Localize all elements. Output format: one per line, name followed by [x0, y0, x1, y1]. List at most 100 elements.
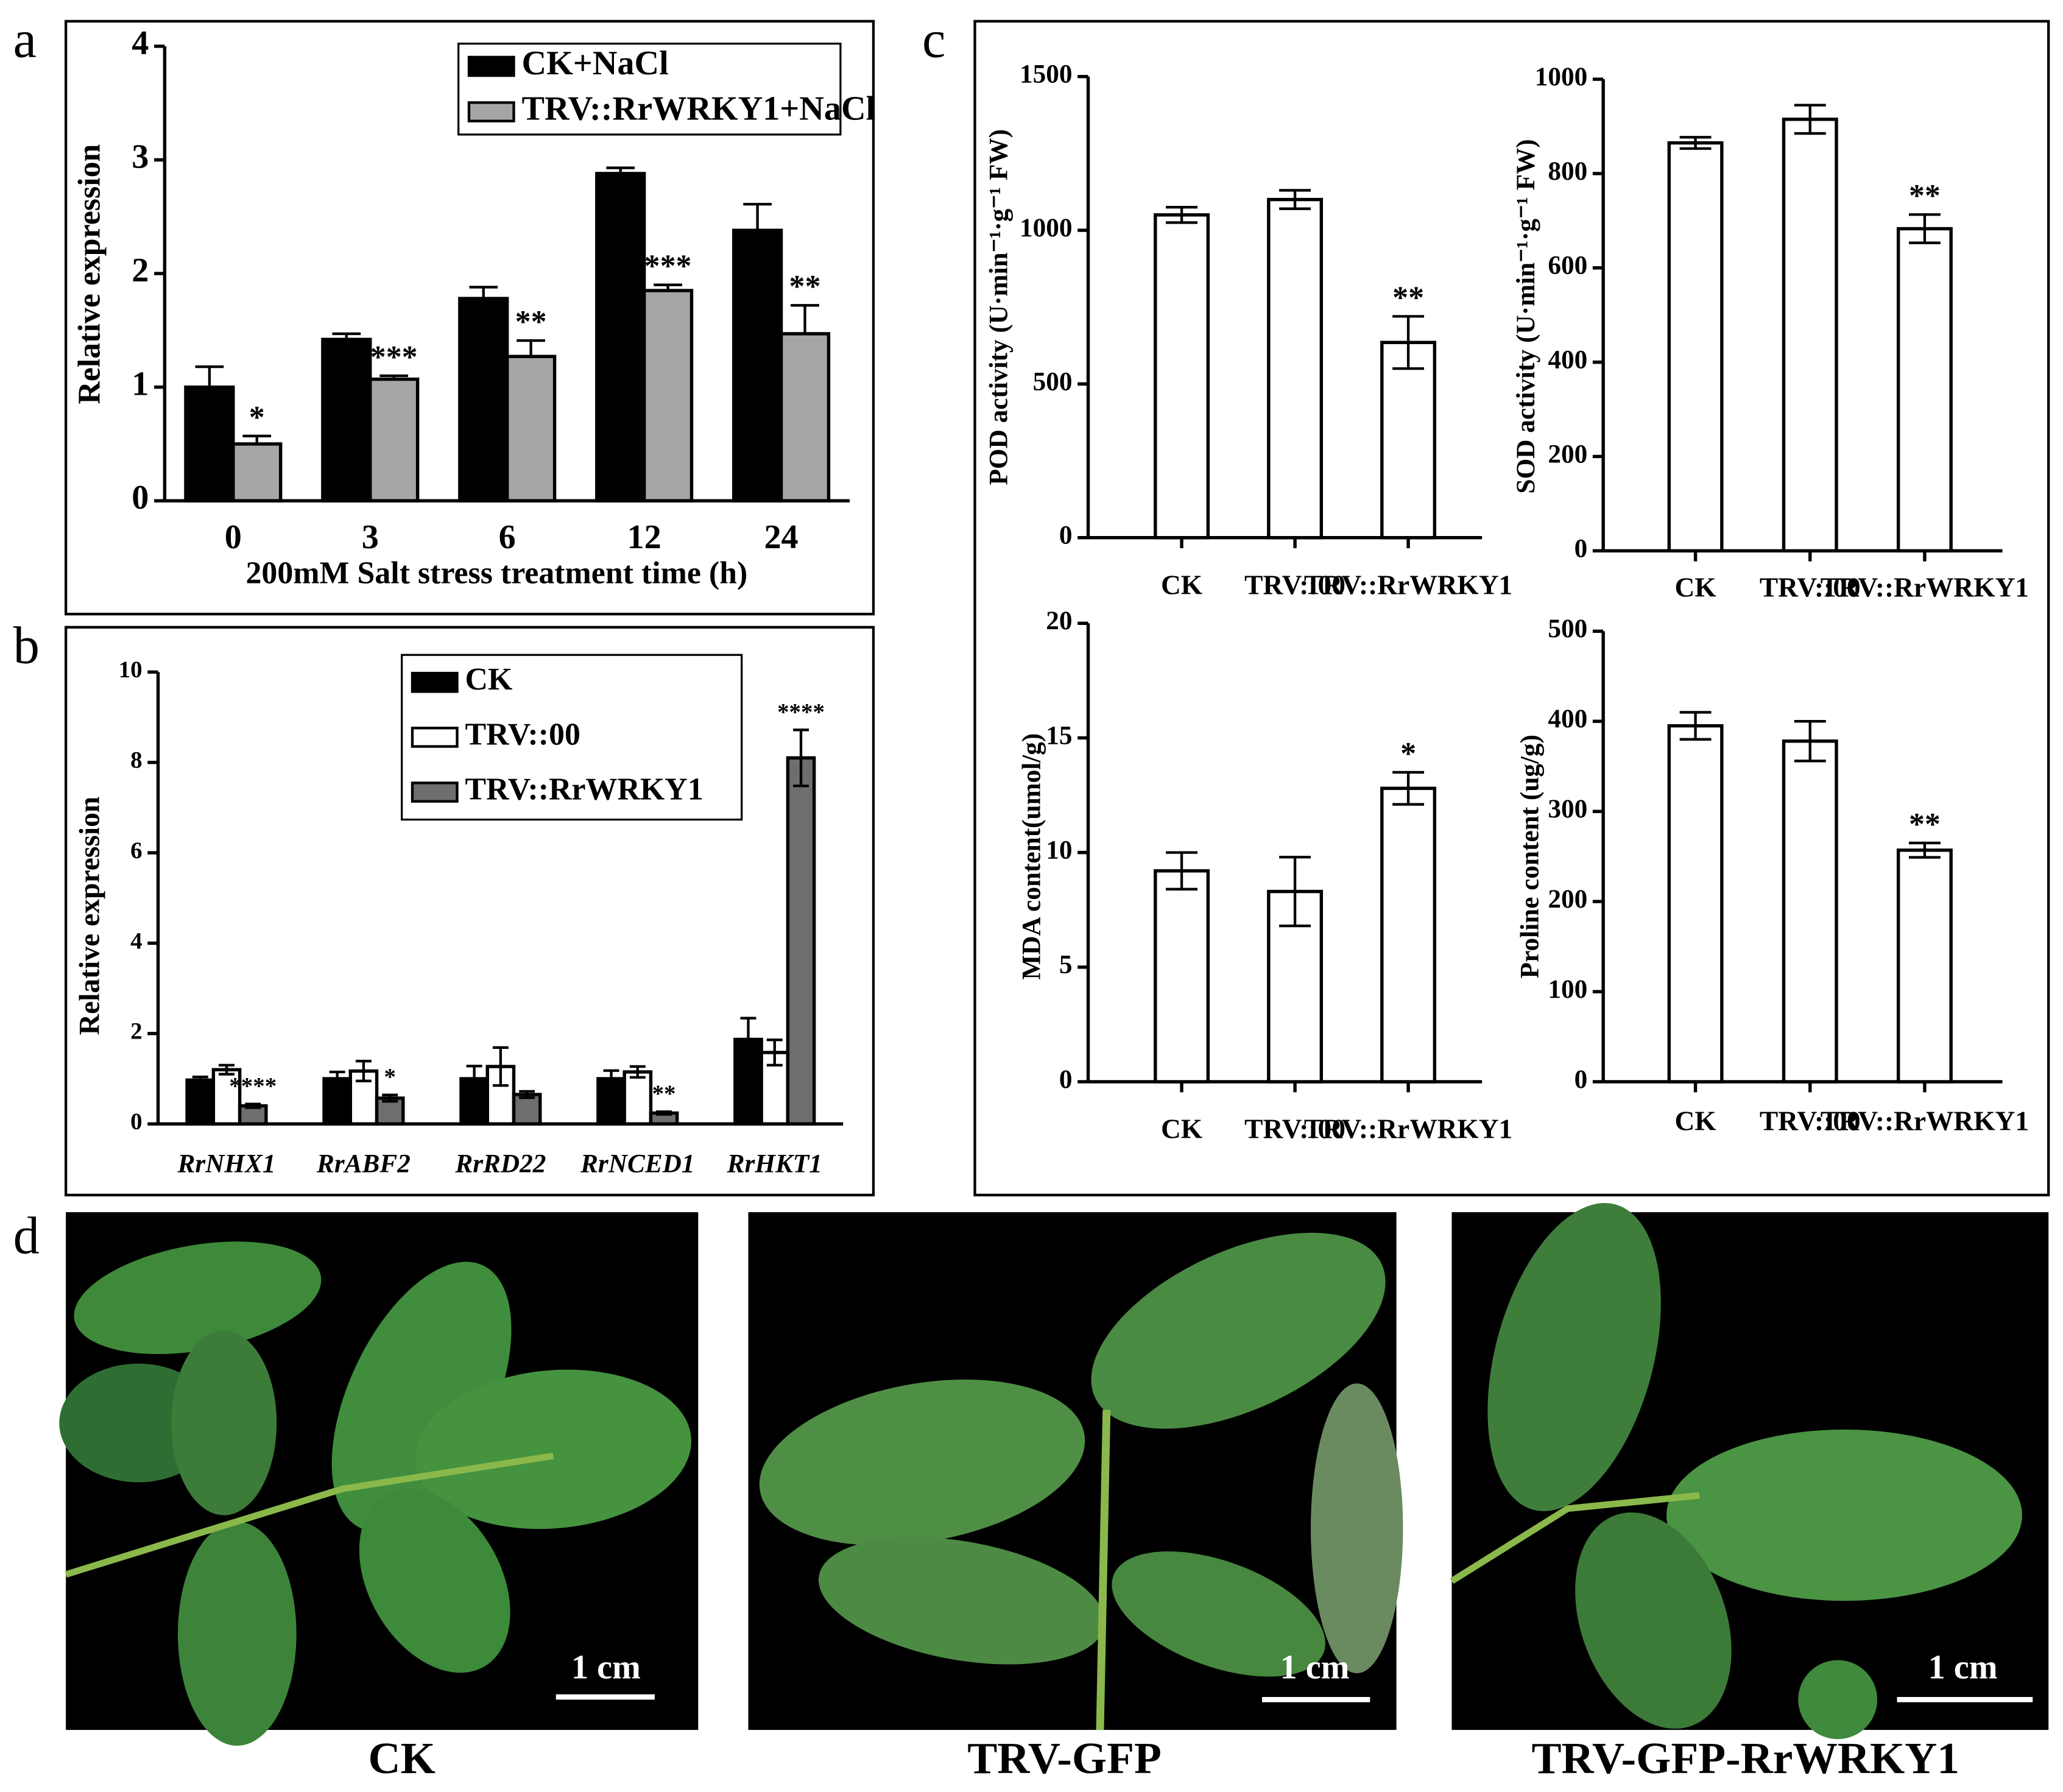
significance-label: **: [1909, 178, 1941, 213]
bar: [595, 172, 646, 503]
significance-label: *: [384, 1064, 395, 1090]
bar: [231, 442, 283, 503]
y-tick-label: 2: [132, 252, 149, 289]
x-tick-label: 6: [499, 518, 516, 556]
y-axis-label: Relative expression: [74, 797, 105, 1035]
bar: [1667, 141, 1724, 553]
y-tick-label: 400: [1548, 704, 1587, 733]
bar: [321, 337, 372, 503]
photo: [748, 1212, 1403, 1730]
bar: [1782, 739, 1838, 1084]
x-tick-label: TRV::00: [1760, 573, 1861, 603]
error-bar: [1908, 213, 1941, 244]
bar: [642, 289, 694, 503]
significance-label: *: [1400, 736, 1416, 771]
x-tick-label: CK: [1161, 570, 1202, 600]
error-bar: [656, 1110, 672, 1116]
error-bar: [1166, 851, 1198, 891]
y-tick-label: 0: [1059, 521, 1073, 550]
error-bar: [606, 166, 635, 174]
x-tick-label: TRV::00: [1244, 570, 1345, 600]
y-tick-label: 4: [130, 928, 142, 954]
significance-label: ***: [370, 340, 418, 375]
y-tick-label: 400: [1548, 345, 1587, 375]
y-tick-label: 6: [130, 838, 142, 864]
legend-swatch: [467, 55, 515, 77]
error-bar: [766, 1039, 783, 1067]
error-bar: [1166, 206, 1198, 224]
y-axis-label: POD activity (U·min⁻¹·g⁻¹ FW): [984, 129, 1014, 485]
y-axis-label: MDA content(umol/g): [1017, 733, 1046, 980]
x-tick-label: RrRD22: [454, 1149, 546, 1178]
x-tick-label: CK: [1675, 573, 1716, 603]
error-bar: [492, 1046, 509, 1087]
bar: [458, 297, 509, 503]
significance-label: **: [789, 269, 821, 304]
legend-label: TRV::RrWRKY1: [465, 772, 703, 806]
y-tick-label: 800: [1548, 157, 1587, 186]
y-tick-label: 300: [1548, 794, 1587, 824]
x-tick-label: RrNCED1: [580, 1149, 694, 1178]
y-axis-label: SOD activity (U·min⁻¹·g⁻¹ FW): [1511, 139, 1540, 493]
legend-box: [457, 43, 842, 136]
x-tick-label: TRV::RrWRKY1: [1821, 1106, 2029, 1137]
photo: [1450, 1203, 2049, 1740]
y-tick-label: 500: [1548, 614, 1587, 643]
panel-letter: a: [13, 10, 37, 69]
photo-caption: CK: [369, 1733, 436, 1783]
y-tick-label: 2: [130, 1018, 142, 1045]
x-tick-label: RrHKT1: [727, 1149, 822, 1178]
error-bar: [791, 304, 819, 334]
error-bar: [219, 1064, 235, 1076]
y-tick-label: 5: [1059, 950, 1073, 979]
panel-letter: c: [922, 10, 945, 69]
x-tick-label: TRV::RrWRKY1: [1304, 570, 1512, 600]
panel-frame: [64, 19, 875, 616]
x-tick-label: 12: [627, 518, 661, 556]
bar: [1896, 848, 1953, 1084]
significance-label: ***: [644, 249, 692, 284]
error-bar: [1794, 720, 1826, 763]
x-axis-label: 200mM Salt stress treatment time (h): [245, 556, 747, 590]
photo: [59, 1212, 699, 1746]
panel-letter: d: [13, 1207, 40, 1265]
legend-label: TRV::RrWRKY1+NaCl: [521, 90, 875, 127]
y-tick-label: 1: [132, 365, 149, 403]
bar: [505, 355, 557, 503]
bar: [1380, 786, 1437, 1084]
y-tick-label: 500: [1033, 367, 1073, 396]
bar: [184, 385, 235, 503]
bar: [512, 1093, 542, 1126]
error-bar: [379, 374, 409, 379]
significance-label: **: [515, 305, 547, 339]
y-axis-label: Relative expression: [72, 144, 107, 404]
significance-label: *: [249, 400, 265, 435]
x-tick-label: TRV::00: [1760, 1106, 1861, 1137]
error-bar: [1279, 189, 1311, 210]
error-bar: [355, 1059, 372, 1082]
legend-label: CK+NaCl: [521, 44, 668, 82]
error-bar: [469, 286, 498, 299]
bar: [369, 377, 420, 503]
error-bar: [517, 339, 545, 357]
bar: [1154, 213, 1210, 540]
error-bar: [793, 728, 809, 788]
bar: [185, 1078, 216, 1126]
bar: [622, 1070, 653, 1126]
bar: [786, 756, 816, 1126]
y-tick-label: 0: [132, 479, 149, 517]
error-bar: [1908, 841, 1941, 859]
panel-letter: b: [13, 616, 40, 675]
significance-label: **: [1909, 807, 1941, 842]
bar: [1380, 340, 1437, 540]
scale-bar-label: 1 cm: [571, 1649, 641, 1687]
bar: [1267, 197, 1324, 540]
legend-swatch: [411, 671, 459, 693]
photo-caption: TRV-GFP-RrWRKY1: [1532, 1733, 1960, 1783]
legend-swatch: [411, 727, 459, 748]
error-bar: [192, 1075, 208, 1085]
significance-label: ****: [777, 699, 825, 725]
y-tick-label: 10: [1046, 836, 1072, 865]
x-tick-label: RrNHX1: [177, 1149, 275, 1178]
